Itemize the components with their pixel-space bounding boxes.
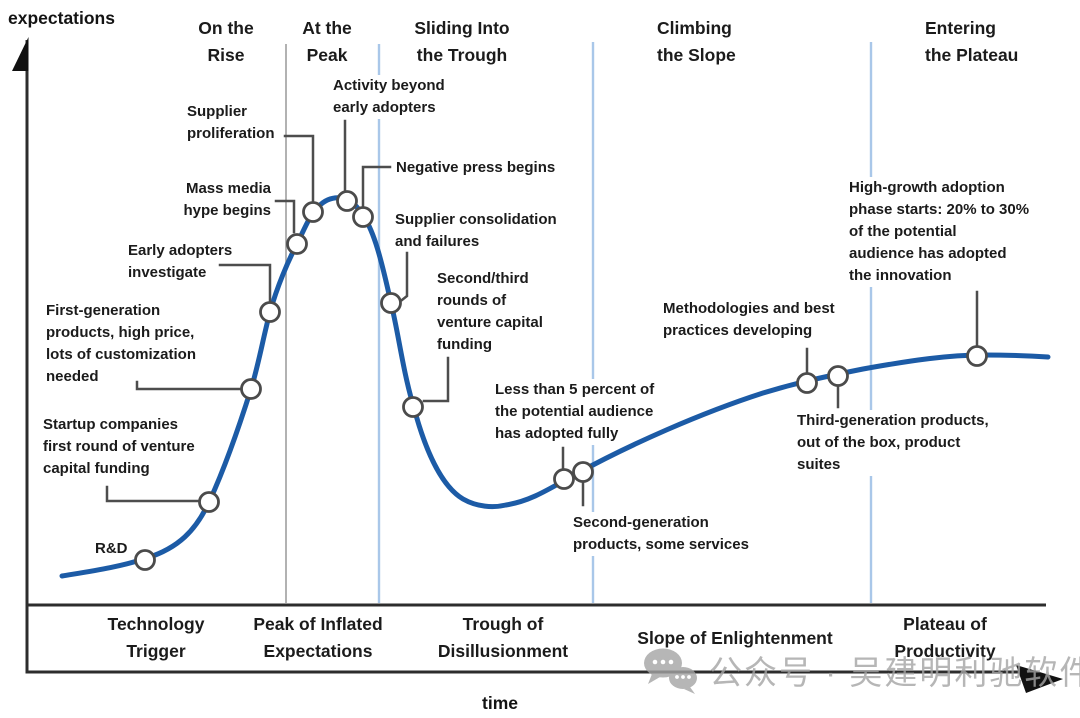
annotation-second-third-rounds: Second/third rounds of venture capital f… [437, 268, 543, 356]
connector-negative-press [361, 165, 392, 208]
marker-activity-beyond [336, 190, 358, 212]
phase-top-on-the-rise: On the Rise [198, 18, 254, 65]
annotation-early-adopters: Early adopters investigate [128, 240, 233, 284]
marker-rd [134, 549, 156, 571]
annotation-third-generation: Third-generation products, out of the bo… [797, 410, 989, 476]
annotation-mass-media: Mass media hype begins [161, 178, 271, 222]
phase-bottom-peak-of-inflated: Peak of Inflated Expectations [253, 614, 383, 661]
phase-top-sliding-into-trough: Sliding Into the Trough [414, 18, 510, 65]
annotation-startup-funding: Startup companies first round of venture… [43, 414, 195, 480]
phase-bottom-plateau-of-productivity: Plateau of Productivity [894, 614, 996, 661]
marker-mass-media [286, 233, 308, 255]
annotation-supplier-proliferation: Supplier proliferation [187, 101, 275, 145]
annotation-less-than-5-percent: Less than 5 percent of the potential aud… [495, 379, 655, 445]
marker-less-than-5-percent [553, 468, 575, 490]
marker-supplier-consolidation [380, 292, 402, 314]
phase-bottom-trough-of-disillusionment: Trough of Disillusionment [437, 614, 569, 661]
annotation-rd: R&D [95, 538, 128, 560]
x-axis-arrowhead [1016, 665, 1063, 693]
marker-supplier-proliferation [302, 201, 324, 223]
marker-third-generation [827, 365, 849, 387]
x-axis-label: time [482, 693, 518, 713]
wechat-icon [644, 648, 697, 694]
marker-second-third-rounds [402, 396, 424, 418]
marker-high-growth [966, 345, 988, 367]
annotation-first-generation: First-generation products, high price, l… [46, 300, 196, 388]
connector-supplier-consolidation [400, 251, 409, 302]
connector-startup-funding [105, 485, 200, 503]
marker-negative-press [352, 206, 374, 228]
annotation-second-generation: Second-generation products, some service… [573, 512, 749, 556]
marker-first-generation [240, 378, 262, 400]
marker-startup-funding [198, 491, 220, 513]
phase-top-entering-the-plateau: Entering the Plateau [925, 18, 1019, 65]
phase-top-at-the-peak: At the Peak [302, 18, 352, 65]
annotation-activity-beyond: Activity beyond early adopters [333, 75, 445, 119]
marker-early-adopters [259, 301, 281, 323]
connector-supplier-proliferation [283, 134, 315, 203]
annotation-methodologies: Methodologies and best practices develop… [663, 298, 835, 342]
phase-top-climbing-the-slope: Climbing the Slope [657, 18, 736, 65]
y-axis-label: expectations [8, 8, 115, 28]
marker-methodologies [796, 372, 818, 394]
marker-second-generation [572, 461, 594, 483]
annotation-high-growth: High-growth adoption phase starts: 20% t… [849, 177, 1030, 287]
phase-bottom-technology-trigger: Technology Trigger [107, 614, 205, 661]
annotation-supplier-consolidation: Supplier consolidation and failures [395, 209, 557, 253]
phase-bottom-slope-of-enlightenment: Slope of Enlightenment [637, 628, 833, 648]
connector-second-third-rounds [422, 356, 450, 403]
annotation-negative-press: Negative press begins [396, 157, 556, 179]
y-axis-arrowhead [12, 37, 29, 71]
connector-mass-media [274, 199, 296, 234]
